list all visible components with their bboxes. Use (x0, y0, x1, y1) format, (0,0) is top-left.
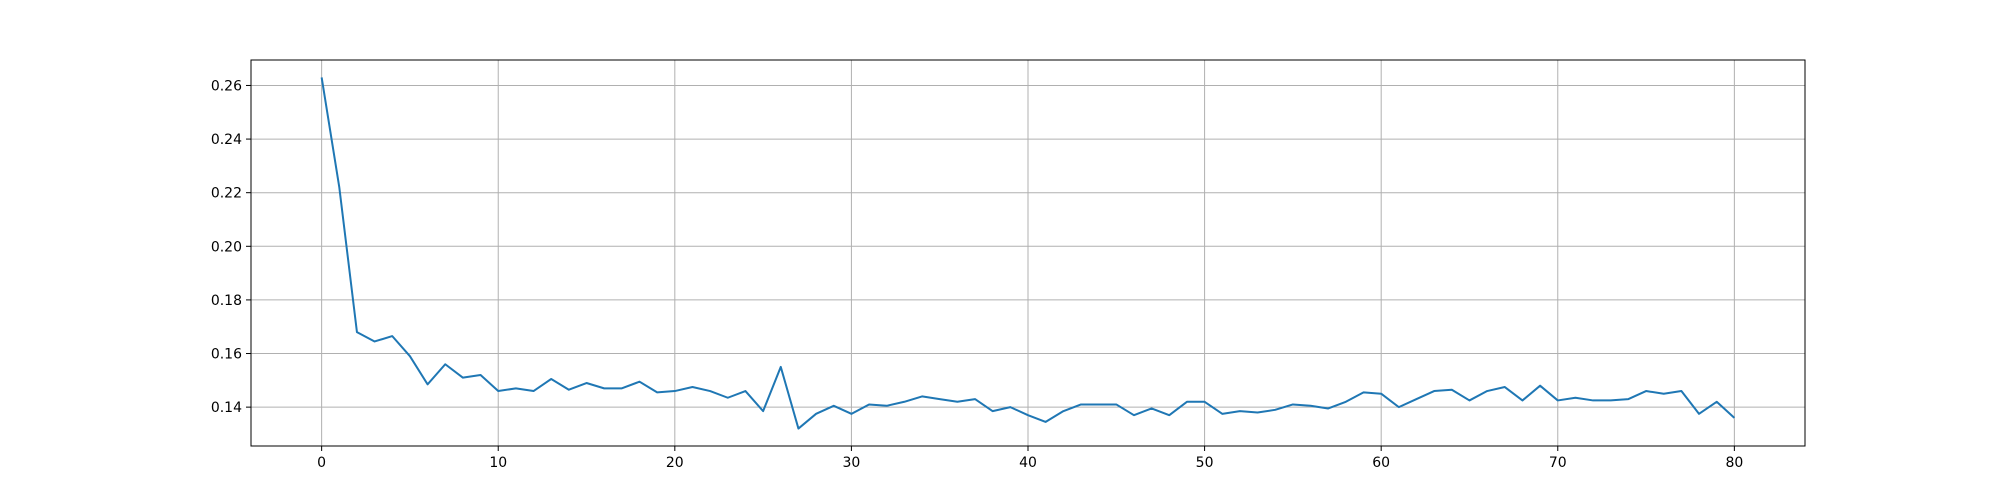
y-tick-label: 0.16 (211, 347, 242, 363)
y-tick-label: 0.22 (211, 186, 242, 202)
y-axis: 0.14 0.16 0.18 0.20 0.22 0.24 0.26 (211, 78, 251, 416)
x-tick-label: 40 (1019, 455, 1037, 471)
grid-lines (251, 60, 1805, 446)
x-tick-label: 60 (1372, 455, 1390, 471)
x-tick-label: 10 (489, 455, 507, 471)
y-tick-label: 0.26 (211, 78, 242, 94)
x-tick-label: 80 (1725, 455, 1743, 471)
series-line (320, 77, 1736, 430)
series-group (320, 77, 1736, 430)
x-axis: 0 10 20 30 40 50 60 70 80 (317, 446, 1743, 471)
y-tick-label: 0.14 (211, 400, 242, 416)
x-tick-label: 0 (317, 455, 326, 471)
y-tick-label: 0.20 (211, 239, 242, 255)
x-tick-label: 50 (1196, 455, 1214, 471)
x-tick-label: 70 (1549, 455, 1567, 471)
x-tick-label: 20 (666, 455, 684, 471)
y-tick-label: 0.18 (211, 293, 242, 309)
x-tick-label: 30 (842, 455, 860, 471)
y-tick-label: 0.24 (211, 132, 242, 148)
